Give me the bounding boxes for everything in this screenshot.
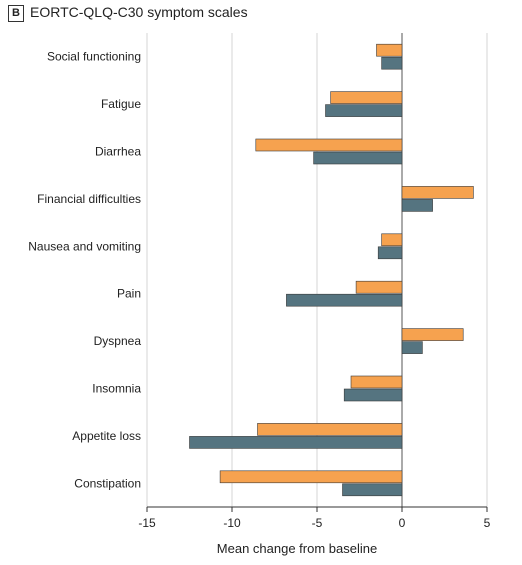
bar	[377, 246, 403, 260]
x-tick-label: -10	[223, 516, 241, 530]
x-axis-title: Mean change from baseline	[217, 541, 377, 556]
category-label: Pain	[117, 287, 141, 301]
category-label: Financial difficulties	[37, 192, 141, 206]
category-label: Dyspnea	[94, 334, 142, 348]
x-tick-label: -15	[138, 516, 156, 530]
category-label: Constipation	[74, 476, 141, 490]
bar	[401, 341, 423, 354]
category-label: Social functioning	[47, 50, 141, 64]
bar	[219, 470, 403, 484]
bar	[355, 280, 403, 294]
category-label: Insomnia	[92, 382, 141, 396]
bar	[350, 375, 403, 389]
panel-label: B	[8, 5, 24, 22]
chart-title: EORTC-QLQ-C30 symptom scales	[30, 4, 248, 20]
category-label: Nausea and vomiting	[28, 239, 141, 253]
bar	[342, 483, 403, 497]
bar	[381, 233, 403, 247]
x-tick-label: 0	[399, 516, 406, 530]
x-tick-label: -5	[312, 516, 323, 530]
bar	[381, 56, 403, 70]
x-tick-label: 5	[484, 516, 491, 530]
bar	[401, 328, 464, 341]
bar	[343, 388, 403, 402]
bar	[330, 91, 403, 104]
bar	[189, 436, 403, 449]
bar	[255, 138, 403, 152]
bar	[401, 186, 474, 199]
bar	[257, 423, 403, 436]
bar	[401, 199, 433, 212]
bar	[376, 43, 403, 57]
category-label: Diarrhea	[95, 145, 141, 159]
bar	[313, 151, 403, 165]
category-label: Appetite loss	[72, 429, 141, 443]
bar	[286, 293, 403, 307]
bar	[325, 104, 403, 117]
category-label: Fatigue	[101, 97, 141, 111]
